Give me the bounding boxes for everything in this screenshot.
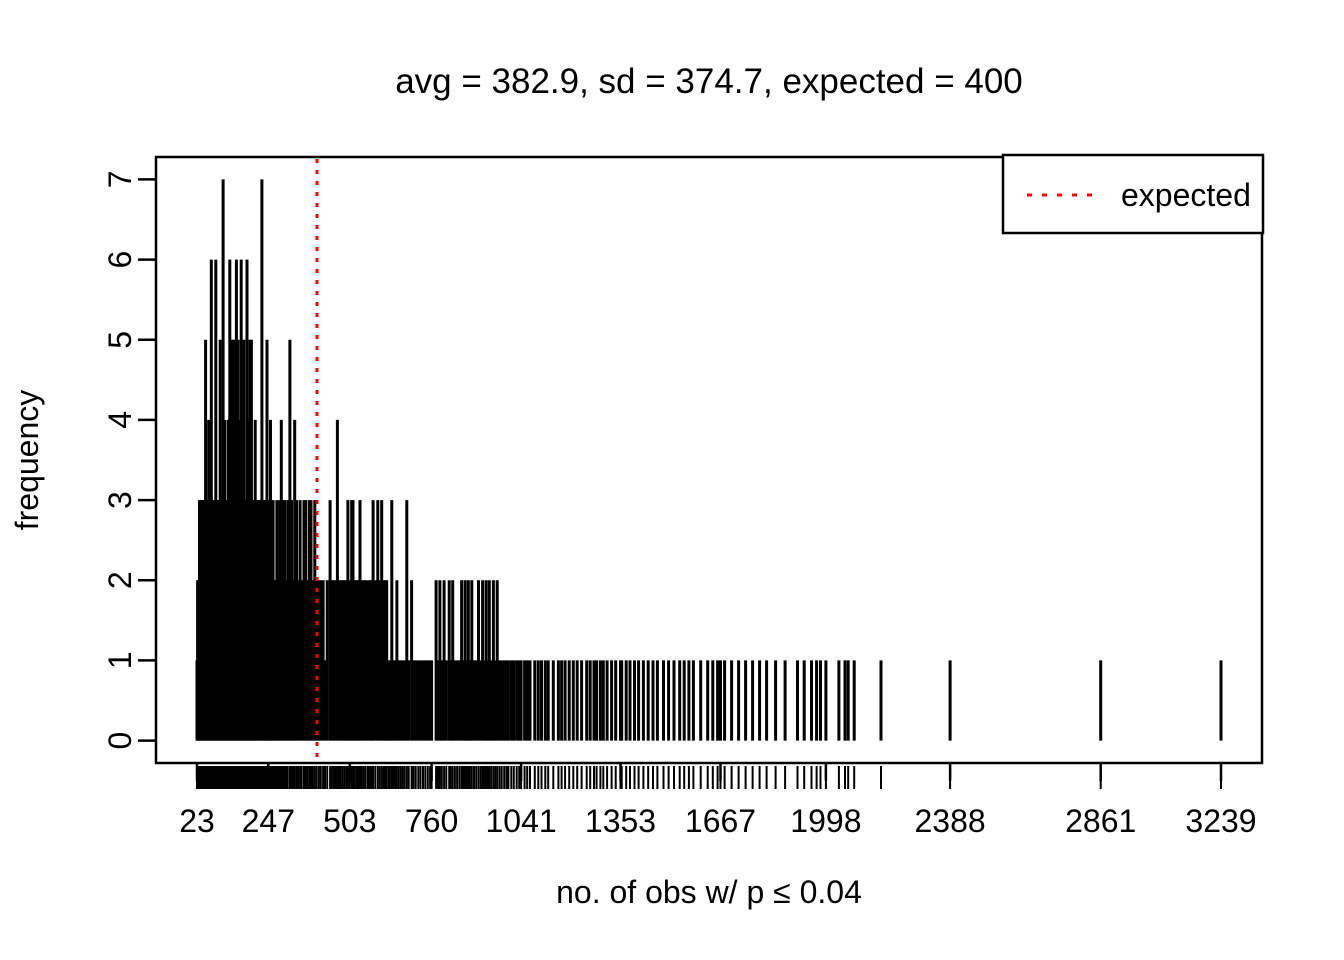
x-tick-label: 247 bbox=[242, 803, 295, 839]
x-tick-label: 3239 bbox=[1185, 803, 1256, 839]
y-tick-label: 7 bbox=[102, 171, 138, 189]
y-tick-label: 5 bbox=[102, 331, 138, 349]
y-tick-label: 0 bbox=[102, 732, 138, 750]
x-tick-label: 1041 bbox=[486, 803, 557, 839]
y-axis: 0 1 2 3 4 5 6 7 bbox=[102, 171, 156, 750]
spikes-layer bbox=[195, 179, 1223, 741]
legend-label: expected bbox=[1121, 177, 1251, 213]
x-tick-label: 1353 bbox=[585, 803, 656, 839]
x-tick-label: 2861 bbox=[1065, 803, 1136, 839]
x-tick-label: 2388 bbox=[915, 803, 986, 839]
x-tick-label: 1998 bbox=[790, 803, 861, 839]
chart-title: avg = 382.9, sd = 374.7, expected = 400 bbox=[395, 62, 1023, 101]
rug-layer bbox=[196, 766, 1222, 789]
x-tick-label: 760 bbox=[405, 803, 458, 839]
x-tick-label: 1667 bbox=[685, 803, 756, 839]
y-tick-label: 4 bbox=[102, 411, 138, 429]
y-tick-label: 2 bbox=[102, 571, 138, 589]
y-tick-label: 3 bbox=[102, 491, 138, 509]
x-tick-label: 23 bbox=[179, 803, 215, 839]
plot-box bbox=[154, 155, 1264, 765]
y-tick-label: 6 bbox=[102, 251, 138, 269]
legend: expected bbox=[1001, 153, 1265, 235]
y-axis-title: frequency bbox=[9, 390, 45, 531]
y-tick-label: 1 bbox=[102, 652, 138, 670]
x-tick-label: 503 bbox=[323, 803, 376, 839]
x-axis-title: no. of obs w/ p ≤ 0.04 bbox=[556, 874, 862, 910]
